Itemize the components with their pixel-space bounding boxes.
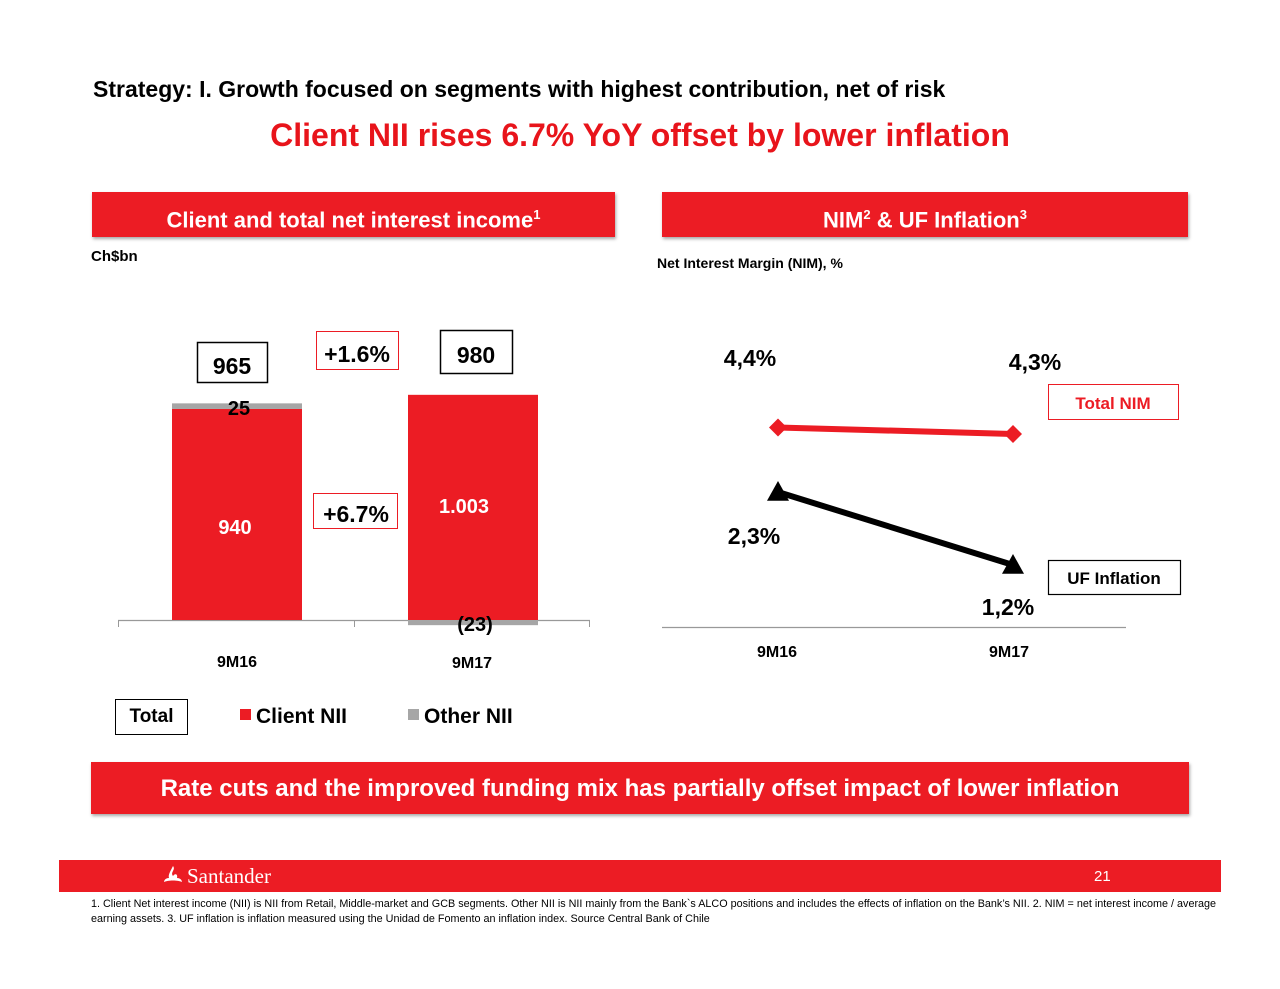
left-panel-banner: Client and total net interest income1 <box>92 192 615 237</box>
line-x-tick-9m16: 9M16 <box>757 644 797 661</box>
uf-inflation-legend-label: UF Inflation <box>1067 569 1160 588</box>
uf-inflation-line <box>777 489 1014 568</box>
uf-label-9m17: 1,2% <box>982 594 1034 620</box>
total-growth-label: +1.6% <box>324 341 390 367</box>
client-nii-label-9m17: 1.003 <box>439 496 489 518</box>
nim-label-9m16: 4,4% <box>724 345 776 371</box>
uf-inflation-legend-box <box>1047 559 1182 596</box>
footnote: 1. Client Net interest income (NII) is N… <box>91 898 1217 925</box>
bar-chart: 940 1.003 25 (23) 965 980 +1.6% +6.7% 9M… <box>118 329 590 672</box>
client-growth-label: +6.7% <box>323 501 389 527</box>
line-chart-subtitle: Net Interest Margin (NIM), % <box>657 255 843 271</box>
santander-logo: Santander <box>163 864 271 889</box>
right-panel-banner: NIM2 & UF Inflation3 <box>662 192 1188 237</box>
legend-client-swatch <box>240 709 251 720</box>
legend-other-nii: Other NII <box>408 705 513 729</box>
page-number: 21 <box>1094 868 1111 885</box>
bar-x-tick-9m17: 9M17 <box>452 655 492 672</box>
total-box-9m17 <box>439 329 514 375</box>
santander-flame-icon <box>164 866 182 882</box>
uf-label-9m16: 2,3% <box>728 523 780 549</box>
santander-logo-text: Santander <box>187 864 271 888</box>
uf-inflation-point-9m16 <box>767 481 789 501</box>
total-nim-legend-box <box>1048 384 1179 420</box>
other-nii-bar-9m16 <box>172 403 302 409</box>
other-nii-label-9m16: 25 <box>228 398 250 420</box>
legend-client-label: Client NII <box>256 705 348 728</box>
client-nii-label-9m16: 940 <box>218 517 251 539</box>
footer-bar <box>59 860 1221 892</box>
legend-other-swatch <box>408 709 419 720</box>
total-nim-line <box>777 424 1014 437</box>
total-nim-point-9m17 <box>1004 425 1022 443</box>
left-panel-footnote-ref: 1 <box>533 207 541 222</box>
total-label-9m16: 965 <box>213 353 252 379</box>
right-panel-title-a: NIM <box>823 207 864 233</box>
total-box-9m16 <box>196 341 269 384</box>
client-nii-bar-9m17 <box>408 394 538 620</box>
uf-inflation-point-9m17 <box>1002 554 1024 574</box>
total-label-9m17: 980 <box>457 342 495 368</box>
legend-total: Total <box>115 699 188 735</box>
right-panel-footnote-ref-a: 2 <box>863 207 871 222</box>
nim-label-9m17: 4,3% <box>1009 349 1061 375</box>
other-nii-bar-9m17 <box>408 620 538 626</box>
line-chart: 4,4% 4,3% 2,3% 1,2% Total NIM UF Inflati… <box>662 345 1182 661</box>
strategy-title: Strategy: I. Growth focused on segments … <box>93 76 946 102</box>
headline: Client NII rises 6.7% YoY offset by lowe… <box>270 117 1010 153</box>
total-growth-box <box>316 331 399 370</box>
conclusion-banner: Rate cuts and the improved funding mix h… <box>91 762 1189 814</box>
other-nii-label-9m17: (23) <box>457 614 493 636</box>
bar-x-tick-9m16: 9M16 <box>217 654 257 671</box>
line-x-tick-9m17: 9M17 <box>989 644 1029 661</box>
bar-chart-unit: Ch$bn <box>91 248 138 265</box>
right-panel-footnote-ref-b: 3 <box>1019 207 1027 222</box>
left-panel-title: Client and total net interest income <box>166 207 534 233</box>
total-nim-point-9m16 <box>769 418 787 437</box>
client-growth-box <box>313 493 398 529</box>
total-nim-legend-label: Total NIM <box>1075 394 1150 413</box>
right-panel-title-b: & UF Inflation <box>870 207 1020 233</box>
legend-client-nii: Client NII <box>240 705 347 729</box>
client-nii-bar-9m16 <box>172 408 302 620</box>
legend-other-label: Other NII <box>424 705 513 728</box>
